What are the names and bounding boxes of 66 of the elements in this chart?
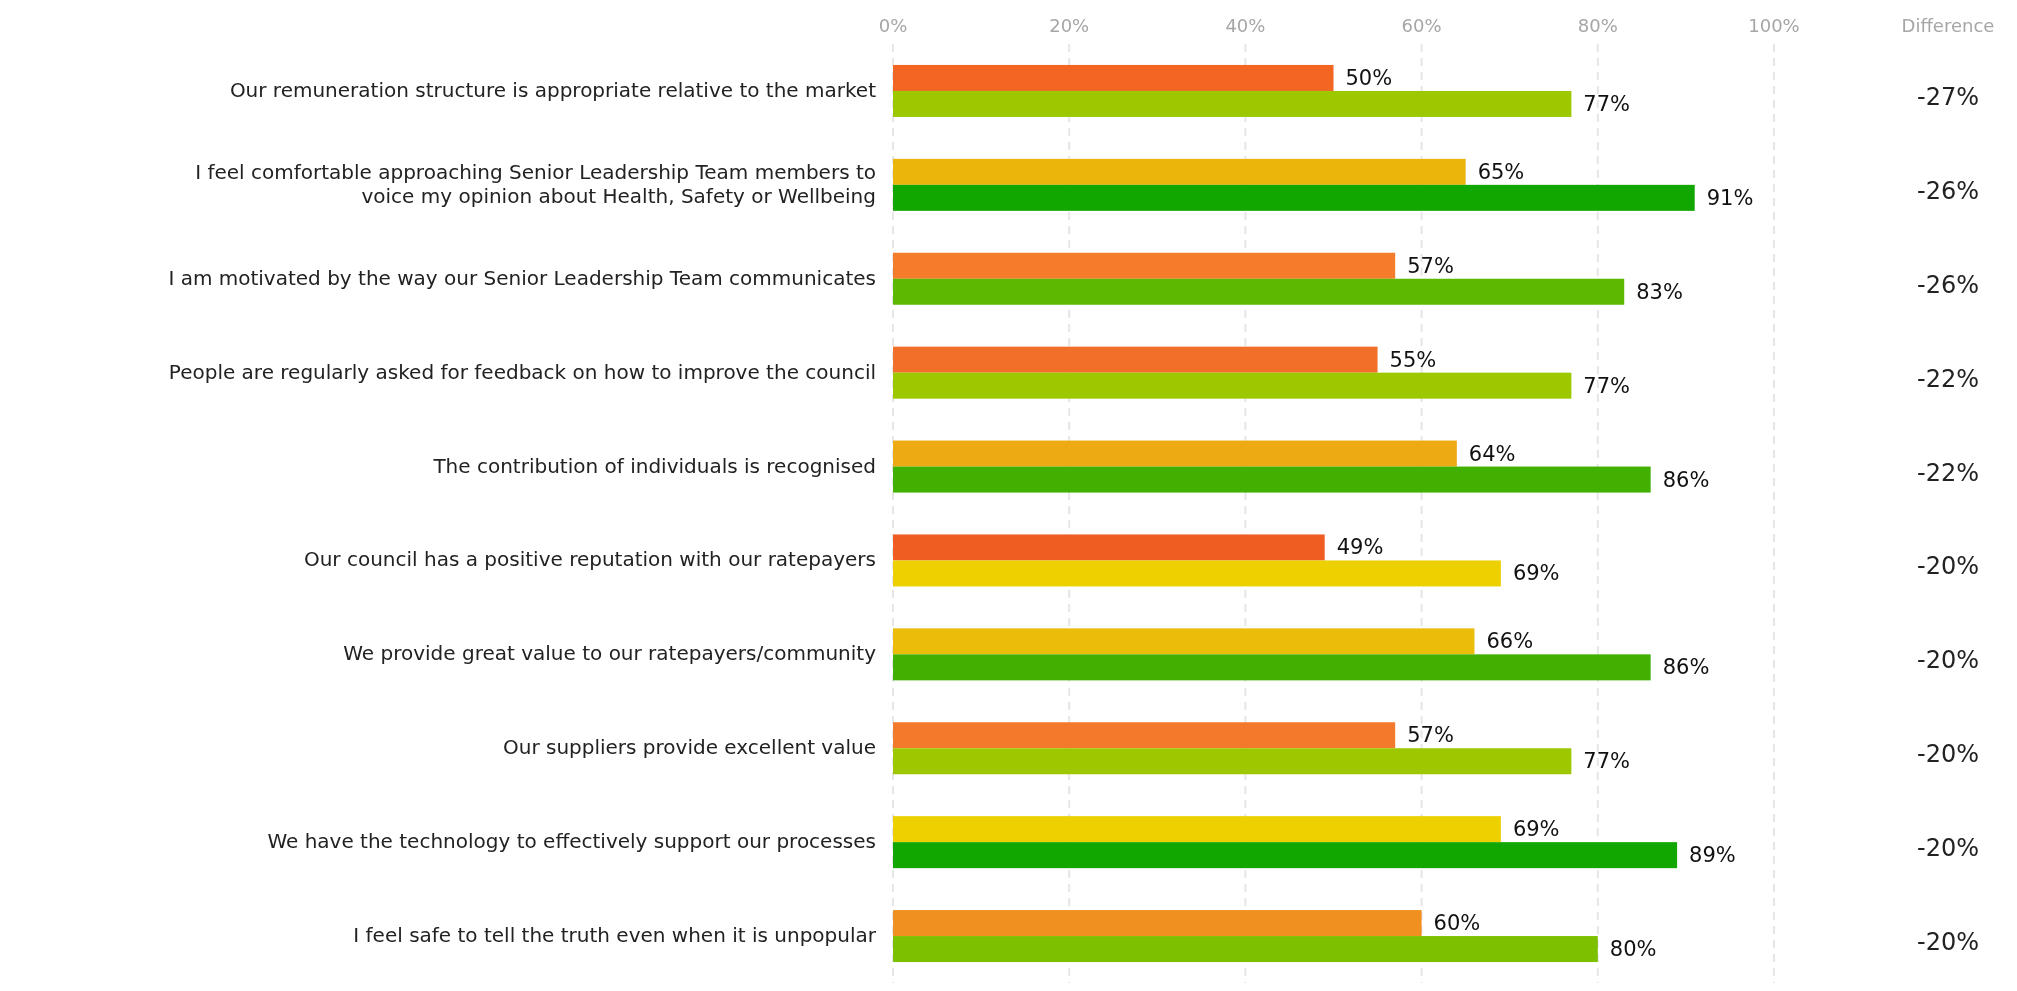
text: -27% — [1916, 82, 1980, 111]
data-label: 77% — [1583, 91, 1631, 116]
y-tick-label: Our remuneration structure is appropriate relative to the market — [229, 77, 877, 102]
data-label: 86% — [1662, 655, 1710, 680]
data-label: 69% — [1512, 817, 1560, 842]
text: -22% — [1916, 364, 1980, 393]
x-tick-label: 40% — [1225, 15, 1266, 36]
text: -22% — [1916, 458, 1980, 487]
bar — [893, 372, 1572, 399]
y-tick-label: I am motivated by the way our Senior Leadership Team communicates — [168, 265, 876, 290]
x-tick-label: 100% — [1748, 15, 1800, 36]
x-tick-label: 80% — [1577, 15, 1618, 36]
bar — [893, 936, 1598, 963]
x-tick-label: 0% — [878, 15, 908, 36]
text: -20% — [1916, 646, 1980, 675]
text: -26% — [1916, 270, 1980, 299]
data-label: 65% — [1477, 159, 1525, 184]
y-tick-label: The contribution of individuals is recognised — [432, 453, 876, 478]
y-tick-label: Our suppliers provide excellent value — [502, 734, 876, 759]
data-label: 77% — [1583, 749, 1631, 774]
bar — [893, 722, 1396, 749]
y-tick-label: We provide great value to our ratepayers/community — [343, 640, 877, 665]
text: -20% — [1916, 740, 1980, 769]
data-label: 91% — [1706, 185, 1754, 210]
data-label: 55% — [1389, 347, 1437, 372]
data-label: 86% — [1662, 467, 1710, 492]
bar — [893, 252, 1396, 279]
bar — [893, 842, 1678, 869]
bar — [893, 748, 1572, 775]
data-label: 89% — [1689, 843, 1736, 868]
bar — [893, 816, 1501, 843]
data-label: 60% — [1433, 911, 1481, 936]
y-tick-label: People are regularly asked for feedback on how to improve the council — [168, 359, 876, 384]
data-label: 64% — [1468, 441, 1516, 466]
bar — [893, 184, 1695, 211]
x-tick-label: 60% — [1401, 15, 1442, 36]
data-label: 57% — [1407, 723, 1454, 748]
bar — [893, 64, 1334, 91]
bar — [893, 90, 1572, 117]
bar — [893, 158, 1466, 185]
text: -20% — [1916, 552, 1980, 581]
text: -20% — [1916, 928, 1980, 957]
bar — [893, 440, 1457, 467]
bar — [893, 628, 1475, 655]
text: Difference — [1901, 15, 1995, 36]
y-tick-label: Our council has a positive reputation with our ratepayers — [303, 546, 876, 571]
data-label: 80% — [1609, 937, 1657, 962]
bar — [893, 346, 1378, 373]
data-label: 66% — [1486, 629, 1534, 654]
data-label: 57% — [1407, 253, 1454, 278]
y-tick-label: I feel comfortable approaching Senior Leadership Team members to voice my opinion about Health, Safety or Wellbeing — [195, 159, 876, 208]
x-tick-label: 20% — [1049, 15, 1090, 36]
bar — [893, 278, 1625, 305]
y-tick-label: We have the technology to effectively support our processes — [267, 828, 876, 853]
data-label: 49% — [1336, 535, 1384, 560]
bar — [893, 910, 1422, 937]
bar — [893, 654, 1651, 681]
text: -20% — [1916, 834, 1980, 863]
data-label: 77% — [1583, 373, 1631, 398]
data-label: 69% — [1512, 561, 1560, 586]
bar — [893, 466, 1651, 493]
text: -26% — [1916, 176, 1980, 205]
y-tick-label: I feel safe to tell the truth even when it is unpopular — [353, 922, 877, 947]
data-label: 50% — [1345, 65, 1393, 90]
data-label: 83% — [1636, 279, 1683, 304]
bar — [893, 534, 1325, 561]
